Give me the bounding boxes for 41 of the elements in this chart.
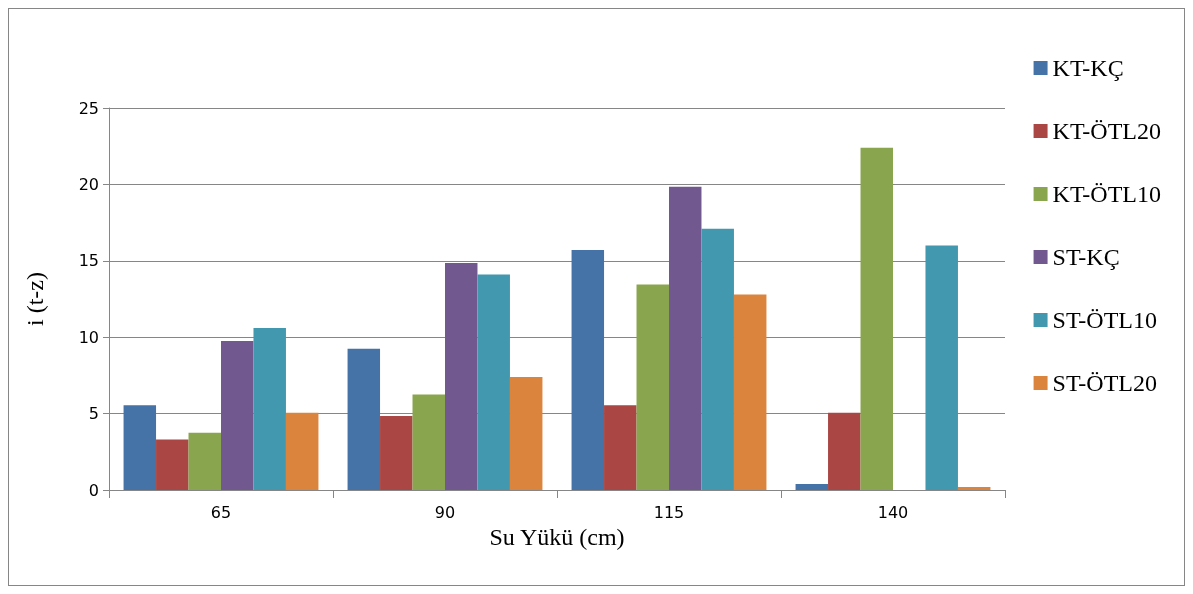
bar	[701, 228, 734, 490]
bar	[733, 294, 767, 490]
bar	[957, 486, 991, 490]
x-tick-label: 140	[877, 502, 909, 522]
x-tick-label: 65	[210, 502, 232, 522]
x-tick-label: 90	[434, 502, 456, 522]
legend-label: KT-KÇ	[1052, 55, 1124, 81]
x-axis-title: Su Yükü (cm)	[489, 523, 625, 550]
bar	[347, 348, 381, 490]
y-tick-label: 15	[78, 251, 99, 271]
y-tick-label: 0	[88, 480, 99, 500]
bar	[669, 186, 702, 490]
y-tick-label: 20	[78, 174, 99, 194]
bar	[636, 284, 669, 490]
bar	[188, 432, 221, 490]
y-tick-label: 10	[78, 327, 99, 347]
bar	[445, 263, 478, 490]
bar	[412, 394, 445, 490]
bar	[604, 405, 637, 490]
bar	[509, 376, 543, 490]
legend-label: KT-ÖTL20	[1052, 118, 1161, 144]
bar	[571, 250, 605, 490]
legend-label: ST-ÖTL20	[1052, 370, 1158, 396]
bar	[828, 412, 861, 490]
bar	[285, 412, 319, 490]
x-tick-label: 115	[653, 502, 685, 522]
legend-label: KT-ÖTL10	[1052, 181, 1161, 207]
bar	[123, 405, 157, 490]
bar	[380, 415, 413, 490]
legend-label: ST-ÖTL10	[1052, 307, 1158, 333]
bar	[156, 439, 189, 490]
bar	[925, 245, 958, 490]
bar	[477, 274, 510, 490]
y-tick-label: 25	[78, 98, 99, 118]
y-axis-title: i (t-z)	[22, 272, 48, 326]
bar	[253, 328, 286, 490]
legend-label: ST-KÇ	[1052, 244, 1120, 270]
bar	[860, 147, 893, 490]
bar	[795, 483, 829, 490]
bar	[221, 341, 254, 490]
y-tick-label: 5	[88, 404, 99, 424]
